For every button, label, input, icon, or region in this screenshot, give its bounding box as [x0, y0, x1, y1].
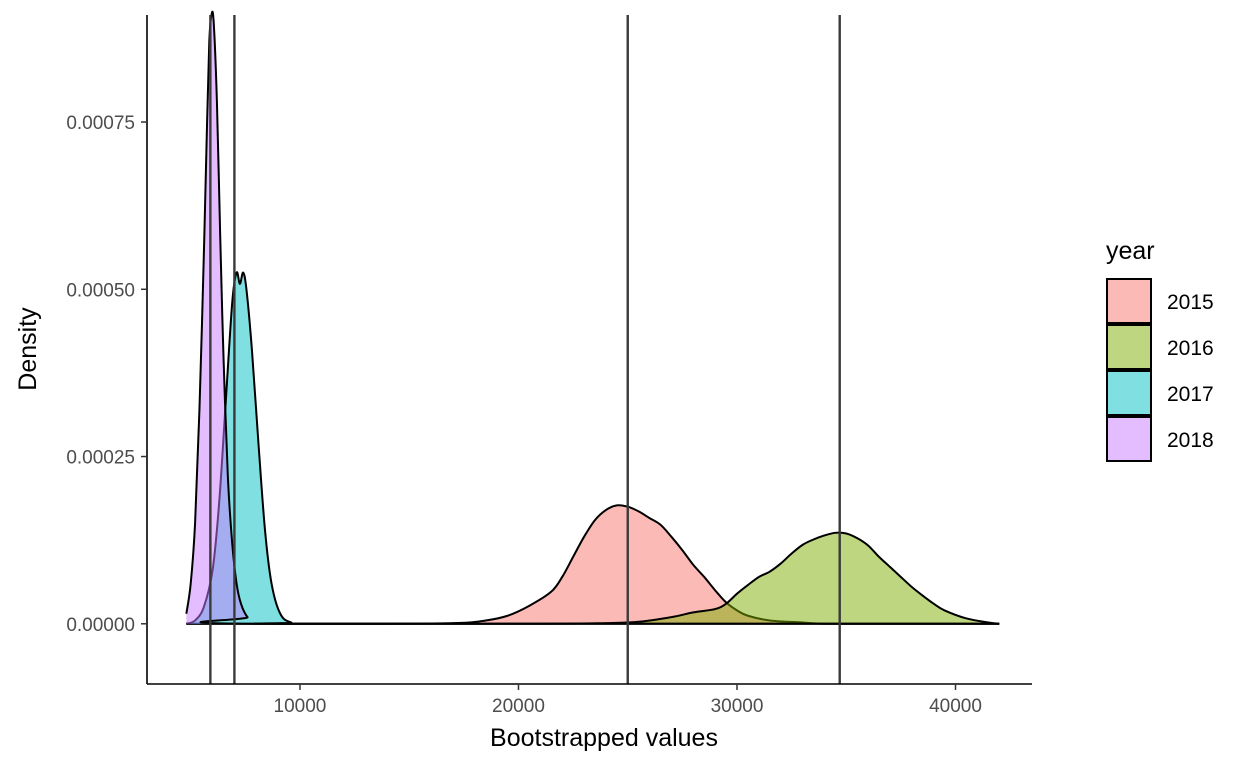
y-tick-label: 0.00025 — [66, 448, 135, 469]
y-tick-label: 0.00000 — [66, 615, 135, 636]
density-area-2015 — [186, 505, 1000, 624]
legend-label-2016: 2016 — [1167, 337, 1214, 360]
legend-label-2018: 2018 — [1167, 429, 1214, 452]
y-ticks: 0.00000 0.00025 0.00050 0.00075 — [66, 113, 147, 636]
density-curve-2018 — [185, 10, 1000, 625]
mean-lines — [209, 15, 841, 684]
legend-items: 2015 2016 2017 2018 — [1106, 278, 1214, 462]
legend-label-2015: 2015 — [1167, 291, 1214, 314]
y-axis-title: Density — [14, 307, 42, 391]
x-tick-label: 40000 — [929, 696, 982, 717]
legend-key-2015 — [1106, 278, 1152, 324]
y-tick-label: 0.00050 — [66, 280, 135, 301]
density-area-2016 — [186, 532, 1000, 624]
x-tick-label: 20000 — [492, 696, 545, 717]
density-curve-2016 — [186, 531, 1000, 625]
legend-key-2018 — [1106, 416, 1152, 462]
density-areas — [185, 10, 1000, 625]
legend-key-2016 — [1106, 324, 1152, 370]
x-tick-label: 10000 — [274, 696, 327, 717]
x-tick-label: 30000 — [711, 696, 764, 717]
x-axis-title: Bootstrapped values — [490, 724, 718, 752]
legend-title: year — [1106, 237, 1155, 265]
axes — [146, 15, 1032, 685]
legend-label-2017: 2017 — [1167, 383, 1214, 406]
legend-key-2017 — [1106, 370, 1152, 416]
density-area-2017 — [186, 272, 1000, 624]
x-ticks: 10000 20000 30000 40000 — [274, 684, 982, 717]
legend: year 2015 2016 2017 2018 — [1106, 237, 1214, 462]
y-tick-label: 0.00075 — [66, 113, 135, 134]
